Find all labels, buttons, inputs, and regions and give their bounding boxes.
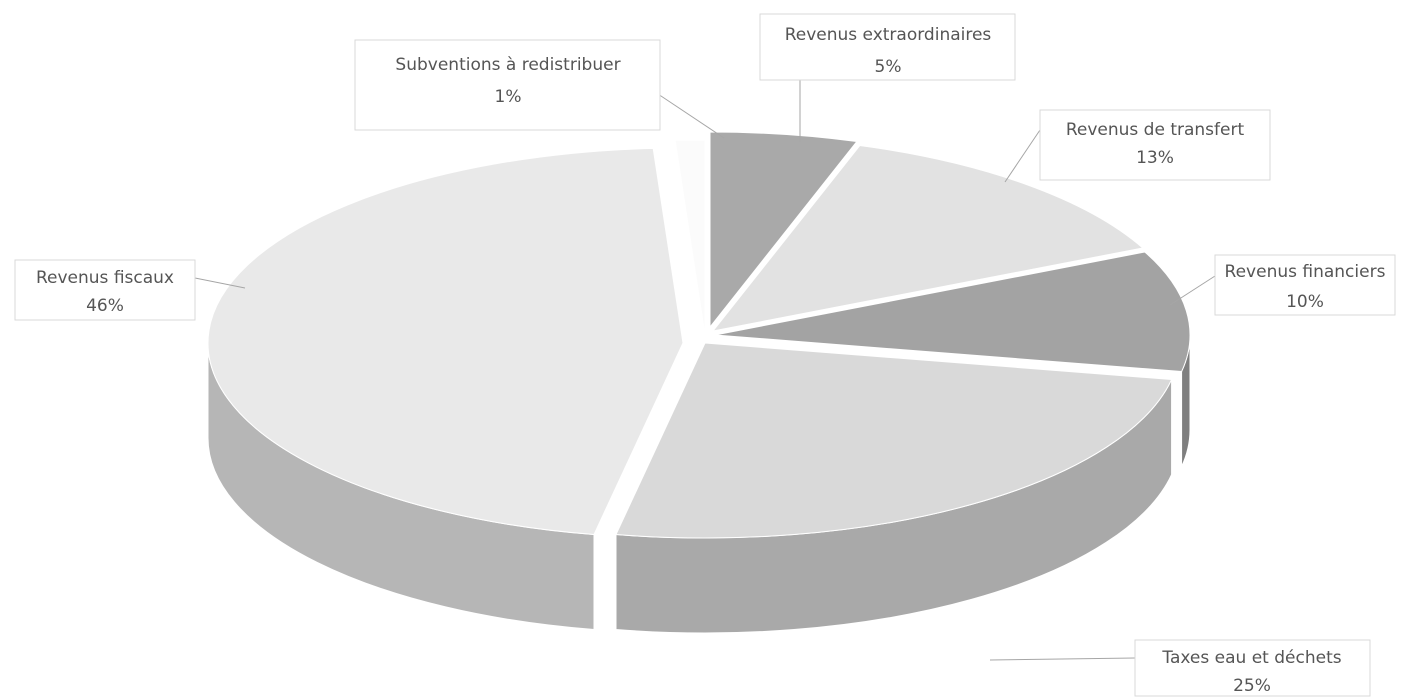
leader-line — [1004, 129, 1041, 183]
value-label: 10% — [1286, 292, 1324, 312]
label-box — [14, 259, 196, 321]
leader-line — [989, 657, 1136, 661]
value-label: 5% — [875, 57, 902, 77]
label-box — [759, 13, 1016, 81]
category-label: Revenus fiscaux — [36, 268, 174, 288]
category-label: Revenus de transfert — [1066, 120, 1245, 140]
value-label: 25% — [1233, 676, 1271, 696]
leader-line — [1169, 275, 1216, 306]
label-box — [1039, 109, 1271, 181]
slice — [674, 139, 706, 336]
label-box — [1214, 254, 1396, 316]
label-box — [1134, 639, 1371, 697]
leader-line — [194, 277, 246, 289]
value-label: 13% — [1136, 148, 1174, 168]
slice — [711, 145, 1144, 332]
category-label: Taxes eau et déchets — [1161, 648, 1341, 668]
leader-line — [654, 91, 725, 139]
label-box — [354, 39, 661, 131]
category-label: Subventions à redistribuer — [395, 55, 620, 75]
value-label: 46% — [86, 296, 124, 316]
category-label: Revenus financiers — [1225, 262, 1386, 282]
slice — [207, 147, 684, 536]
slice — [615, 342, 1173, 539]
value-label: 1% — [495, 87, 522, 107]
slice — [714, 251, 1191, 373]
slice — [709, 131, 858, 329]
category-label: Revenus extraordinaires — [785, 25, 992, 45]
